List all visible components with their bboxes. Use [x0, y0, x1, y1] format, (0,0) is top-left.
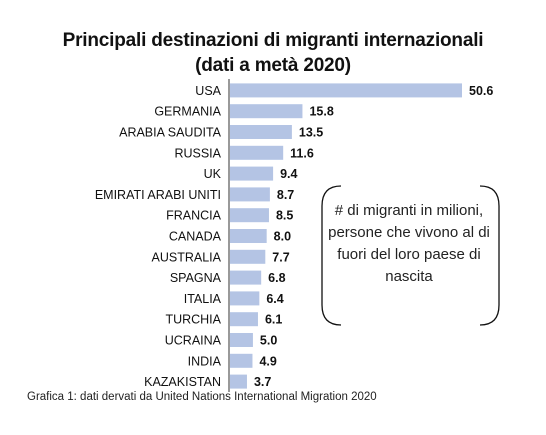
category-label: UK: [204, 167, 222, 181]
bar: [230, 166, 274, 181]
chart-title-line1: Principali destinazioni di migranti inte…: [62, 30, 484, 51]
right-brace: [479, 185, 500, 326]
value-label: 9.4: [280, 167, 297, 181]
bar: [230, 312, 258, 327]
bar: [230, 353, 253, 368]
category-label: USA: [195, 84, 221, 98]
bar: [230, 333, 253, 347]
value-label: 7.7: [272, 250, 289, 264]
bar: [230, 104, 303, 119]
bar: [230, 125, 292, 139]
category-label: TURCHIA: [165, 313, 221, 327]
category-label: ARABIA SAUDITA: [119, 126, 222, 140]
value-label: 6.8: [268, 271, 285, 285]
bar: [230, 208, 269, 223]
value-label: 6.4: [266, 292, 283, 306]
bar: [230, 145, 284, 160]
category-label: CANADA: [169, 230, 222, 244]
value-label: 15.8: [309, 105, 333, 119]
category-label: ITALIA: [184, 292, 222, 306]
value-label: 11.6: [290, 146, 314, 160]
bar: [230, 187, 270, 202]
value-label: 50.6: [469, 84, 493, 98]
value-label: 4.9: [259, 354, 276, 368]
bars-group: USA 50.6 GERMANIA 15.8 ARABIA SAUDITA 13.5 RUS…: [95, 83, 493, 389]
category-label: KAZAKISTAN: [144, 375, 221, 389]
category-label: SPAGNA: [170, 271, 222, 285]
chart-caption: Grafica 1: dati dervati da United Nation…: [27, 391, 377, 403]
value-label: 6.1: [265, 313, 282, 327]
bar: [230, 83, 462, 98]
category-label: FRANCIA: [166, 209, 222, 223]
bar: [230, 229, 267, 243]
bar: [230, 291, 260, 306]
chart-title-line2: (dati a metà 2020): [195, 55, 351, 76]
value-label: 3.7: [254, 375, 271, 389]
value-label: 13.5: [299, 126, 323, 140]
value-label: 8.0: [274, 230, 291, 244]
left-brace: [321, 185, 342, 326]
bar: [230, 374, 247, 389]
bar: [230, 249, 266, 264]
category-label: GERMANIA: [154, 105, 221, 119]
annotation-text: # di migranti in milioni, persone che vi…: [328, 202, 490, 285]
category-label: EMIRATI ARABI UNITI: [95, 188, 221, 202]
bar: [230, 270, 262, 285]
value-label: 5.0: [260, 334, 277, 348]
value-label: 8.7: [277, 188, 294, 202]
category-label: RUSSIA: [174, 146, 221, 160]
category-label: AUSTRALIA: [152, 250, 222, 264]
category-label: INDIA: [188, 354, 222, 368]
category-label: UCRAINA: [165, 334, 222, 348]
value-label: 8.5: [276, 209, 293, 223]
